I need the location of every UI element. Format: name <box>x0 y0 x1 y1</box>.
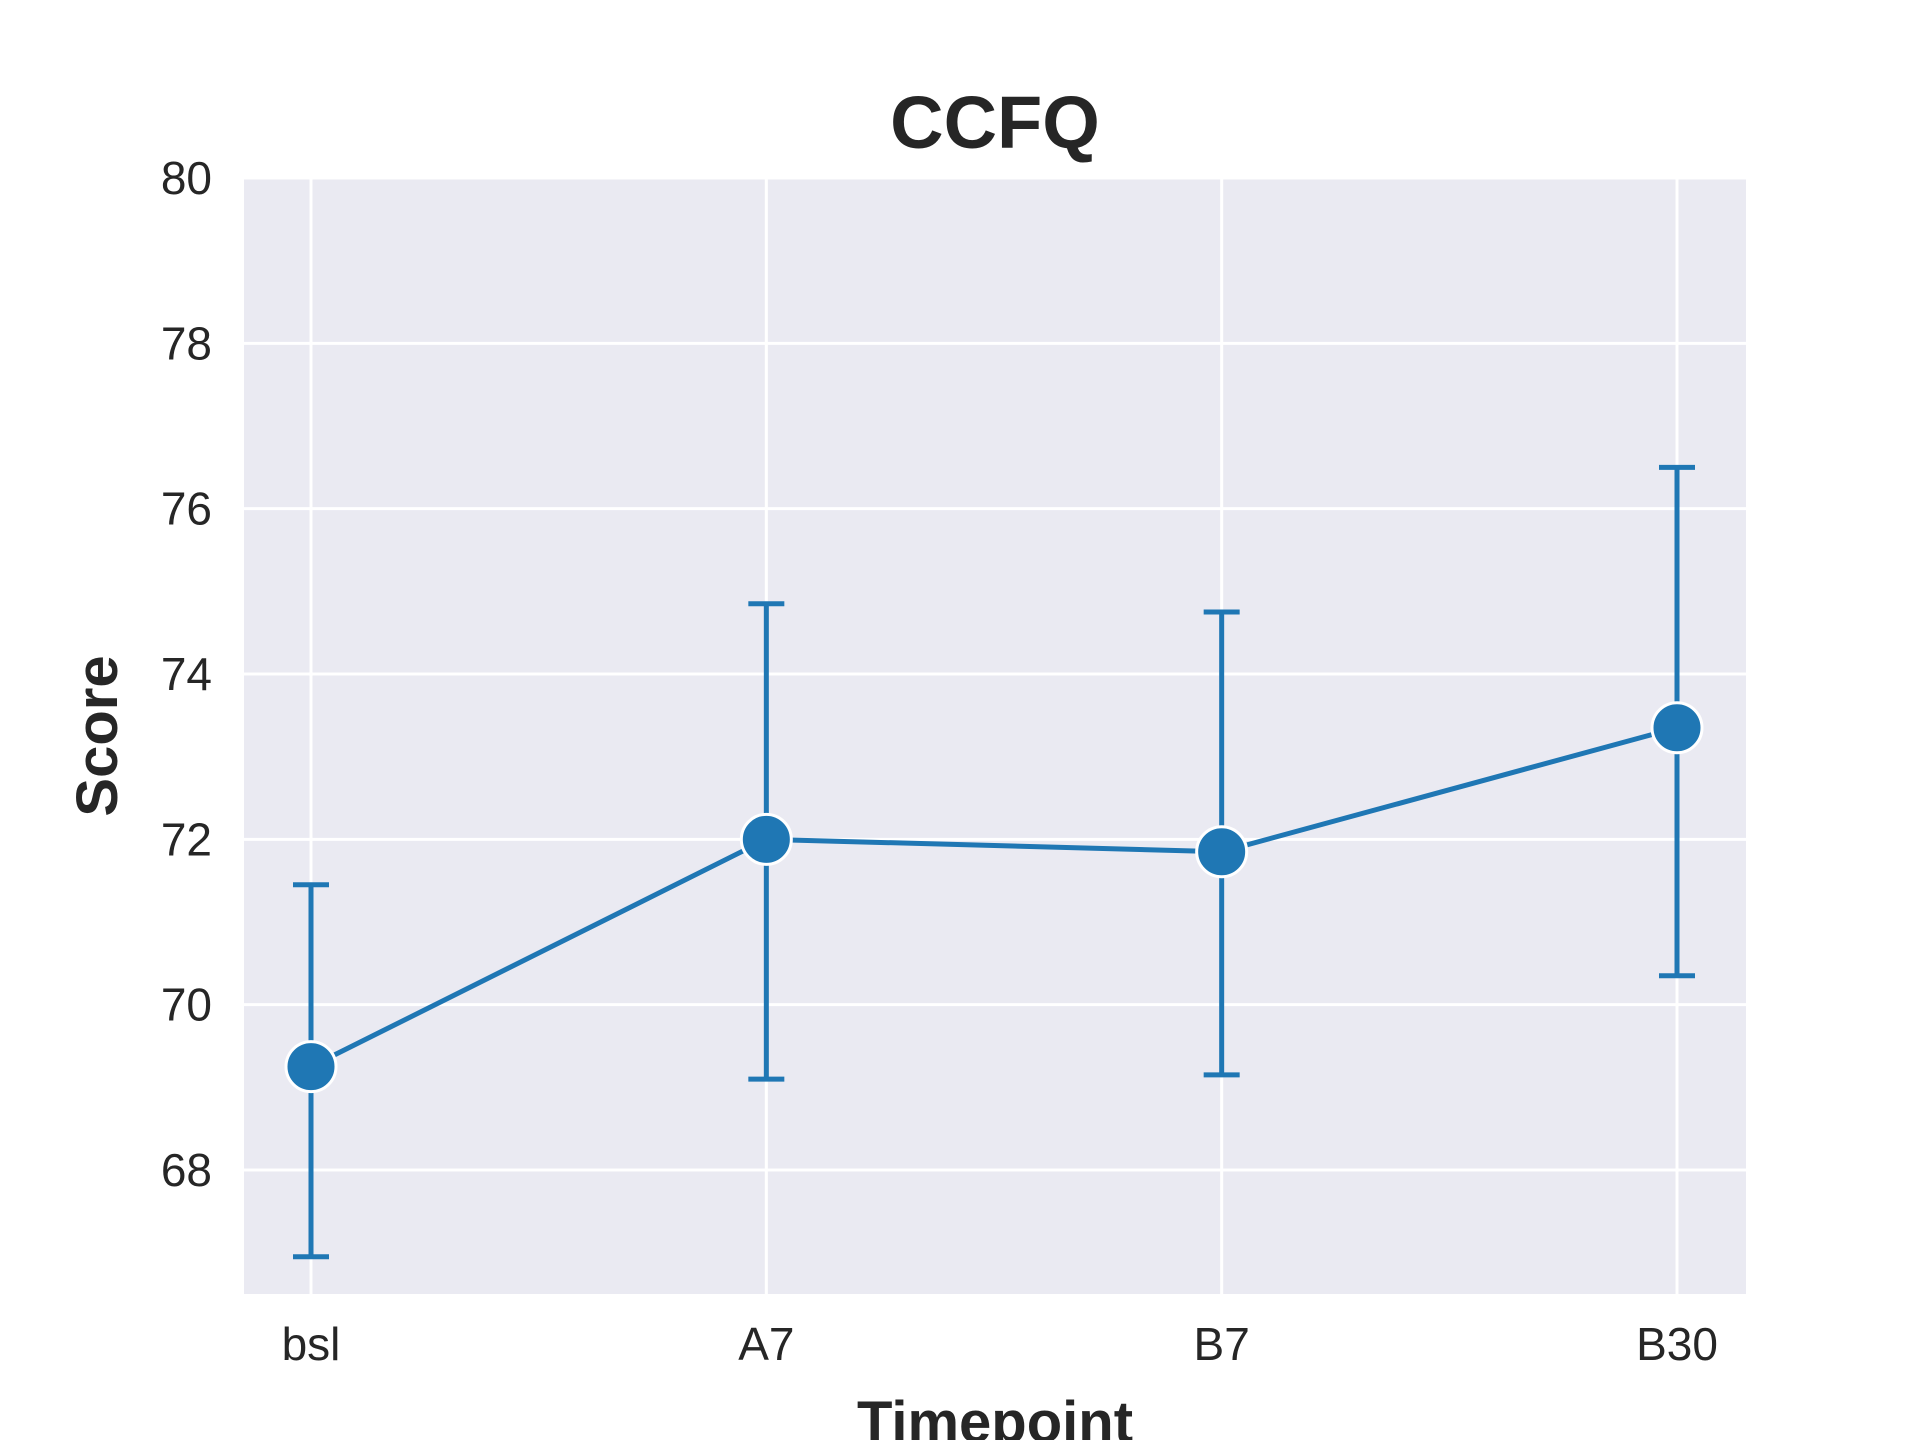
y-tick-label: 68 <box>161 1144 212 1196</box>
x-tick-labels: bsl A7 B7 B30 <box>282 1318 1718 1370</box>
data-point <box>284 1040 338 1094</box>
data-point <box>1195 825 1249 879</box>
y-tick-label: 72 <box>161 813 212 865</box>
y-tick-labels: 68 70 72 74 76 78 80 <box>161 152 212 1196</box>
x-tick-label: bsl <box>282 1318 341 1370</box>
y-tick-label: 70 <box>161 979 212 1031</box>
y-tick-label: 78 <box>161 317 212 369</box>
data-point <box>739 812 793 866</box>
x-tick-label: B7 <box>1194 1318 1250 1370</box>
series-line <box>309 725 1678 1069</box>
series-layer <box>284 464 1704 1260</box>
plot-area <box>244 178 1746 1294</box>
x-tick-label: A7 <box>738 1318 794 1370</box>
y-tick-label: 76 <box>161 483 212 535</box>
x-axis-title: Timepoint <box>857 1390 1133 1440</box>
x-tick-label: B30 <box>1636 1318 1718 1370</box>
y-axis-title: Score <box>65 655 130 816</box>
chart-title: CCFQ <box>890 81 1100 164</box>
y-tick-label: 74 <box>161 648 212 700</box>
y-gridlines <box>244 176 1746 1172</box>
y-tick-label: 80 <box>161 152 212 204</box>
data-point <box>1650 701 1704 755</box>
